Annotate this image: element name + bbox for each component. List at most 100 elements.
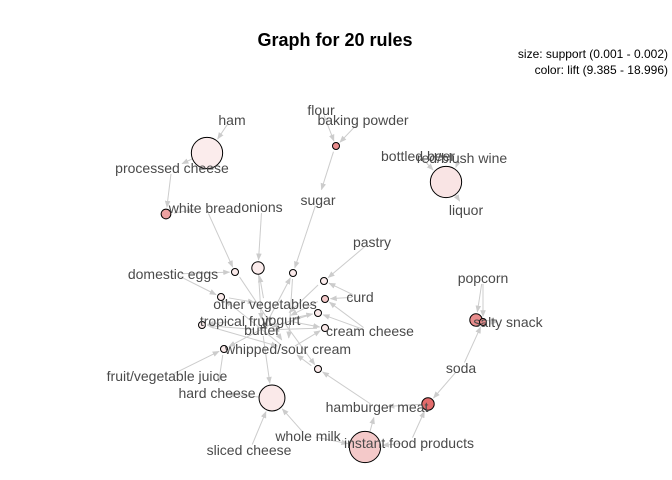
- item-label-other-vegetables: other vegetables: [213, 296, 317, 312]
- edge-whipped-sour-cream-to-rule: [224, 299, 282, 346]
- item-label-hamburger-meat: hamburger meat: [326, 399, 429, 415]
- item-label-instant-food-products: instant food products: [344, 435, 474, 451]
- item-label-bottled-beer: bottled beer: [381, 148, 455, 164]
- item-label-baking-powder: baking powder: [317, 112, 408, 128]
- item-label-flour: flour: [307, 102, 335, 118]
- edge-butter-to-rule: [206, 323, 255, 330]
- item-label-liquor: liquor: [449, 202, 484, 218]
- rule-node-4[interactable]: [160, 208, 172, 220]
- edge-domestic-eggs-to-rule: [179, 276, 217, 296]
- legend-color: color: lift (9.385 - 18.996): [535, 63, 668, 77]
- edge-processed-cheese-to-rule: [164, 173, 172, 208]
- edge-rule-to-hard-cheese: [227, 391, 265, 398]
- edge-yogurt-to-rule: [228, 322, 275, 347]
- edge-white-bread-to-rule: [207, 213, 234, 268]
- edge-ham-to-rule: [217, 124, 228, 140]
- edge-fruit-vegetable-juice-to-rule: [174, 350, 220, 374]
- edge-yogurt-to-rule: [285, 324, 316, 366]
- edge-rule-to-butter: [272, 326, 318, 333]
- graph-edges: [164, 115, 498, 448]
- edge-soda-to-rule: [433, 372, 456, 399]
- edge-rule-to-hamburger-meat: [387, 403, 421, 409]
- edge-instant-food-products-to-rule: [412, 410, 425, 438]
- edge-baking-powder-to-rule: [339, 123, 358, 143]
- edge-sliced-cheese-to-rule: [251, 411, 267, 445]
- rule-node-14[interactable]: [321, 324, 329, 332]
- item-label-popcorn: popcorn: [458, 270, 509, 286]
- rule-node-8[interactable]: [320, 277, 328, 285]
- edge-rule-to-sugar: [320, 151, 334, 191]
- rule-node-1[interactable]: [190, 136, 224, 170]
- rule-node-2[interactable]: [332, 142, 340, 150]
- item-label-onions: onions: [241, 199, 282, 215]
- rule-node-12[interactable]: [314, 309, 322, 317]
- edge-hamburger-meat-to-rule: [322, 371, 371, 405]
- rule-node-19[interactable]: [421, 397, 435, 411]
- rule-node-7[interactable]: [289, 269, 297, 277]
- rule-node-16[interactable]: [258, 384, 286, 412]
- item-label-soda: soda: [446, 360, 477, 376]
- edge-rule-to-whipped-sour-cream: [296, 354, 312, 367]
- edge-butter-to-rule: [262, 335, 272, 384]
- item-label-sugar: sugar: [300, 192, 335, 208]
- edge-sugar-to-rule: [294, 205, 316, 269]
- legend-size: size: support (0.001 - 0.002): [518, 47, 668, 61]
- item-label-processed-cheese: processed cheese: [115, 160, 229, 176]
- item-label-ham: ham: [218, 112, 245, 128]
- rule-node-10[interactable]: [321, 295, 329, 303]
- rule-node-20[interactable]: [348, 430, 382, 464]
- item-label-whipped-sour-cream: whipped/sour cream: [224, 341, 351, 357]
- item-label-tropical-fruit: tropical fruit: [200, 313, 272, 329]
- rule-node-13[interactable]: [220, 345, 228, 353]
- edge-rule-to-whipped-sour-cream: [209, 326, 279, 347]
- edge-instant-food-products-to-rule: [381, 441, 402, 448]
- rule-node-18[interactable]: [479, 318, 487, 326]
- edge-rule-to-yogurt: [290, 301, 319, 316]
- edge-whole-milk-to-rule: [281, 408, 303, 432]
- item-label-hard-cheese: hard cheese: [178, 385, 255, 401]
- edge-domestic-eggs-to-rule: [180, 269, 231, 276]
- edge-soda-to-rule: [463, 326, 482, 363]
- item-label-curd: curd: [346, 289, 373, 305]
- rule-node-15[interactable]: [314, 365, 322, 373]
- rule-node-9[interactable]: [217, 293, 225, 301]
- edge-rule-to-hard-cheese: [216, 354, 224, 383]
- item-label-yogurt: yogurt: [262, 312, 301, 328]
- edge-cream-cheese-to-rule: [322, 314, 363, 330]
- rule-node-6[interactable]: [251, 261, 265, 275]
- edge-curd-to-rule: [328, 282, 353, 296]
- item-label-cream-cheese: cream cheese: [326, 323, 414, 339]
- edge-rule-to-butter: [271, 314, 311, 328]
- edge-cream-cheese-to-rule: [328, 301, 364, 328]
- graph-rule-nodes: [160, 136, 487, 464]
- item-label-salty-snack: salty snack: [473, 314, 543, 330]
- edge-rule-to-white-bread: [173, 207, 195, 214]
- item-label-white-bread: white bread: [168, 200, 241, 216]
- item-label-fruit-vegetable-juice: fruit/vegetable juice: [107, 368, 228, 384]
- edge-curd-to-rule: [329, 295, 353, 302]
- edge-yogurt-to-rule: [288, 320, 321, 329]
- edge-rule-to-butter: [258, 273, 264, 320]
- edge-pastry-to-rule: [327, 245, 367, 278]
- edge-bottled-beer-to-rule: [423, 159, 434, 171]
- item-label-red-blush-wine: red/blush wine: [417, 150, 507, 166]
- edge-whole-milk-to-rule: [315, 436, 349, 446]
- edge-red-blush-wine-to-rule: [455, 160, 461, 168]
- rule-node-11[interactable]: [198, 321, 206, 329]
- rule-node-5[interactable]: [231, 268, 239, 276]
- edge-onions-to-rule: [256, 212, 262, 261]
- item-label-domestic-eggs: domestic eggs: [128, 266, 218, 282]
- rule-node-3[interactable]: [429, 165, 463, 199]
- item-label-pastry: pastry: [353, 234, 391, 250]
- edge-popcorn-to-rule: [475, 283, 483, 313]
- edge-other-vegetables-to-rule: [257, 275, 264, 299]
- edge-flour-to-rule: [323, 115, 335, 142]
- graph-title: Graph for 20 rules: [257, 30, 412, 50]
- edge-rule-to-other-vegetables: [228, 297, 255, 304]
- edge-butter-to-rule: [265, 277, 291, 325]
- edge-rule-to-yogurt: [288, 284, 319, 314]
- item-label-butter: butter: [244, 322, 280, 338]
- item-label-sliced-cheese: sliced cheese: [207, 442, 292, 458]
